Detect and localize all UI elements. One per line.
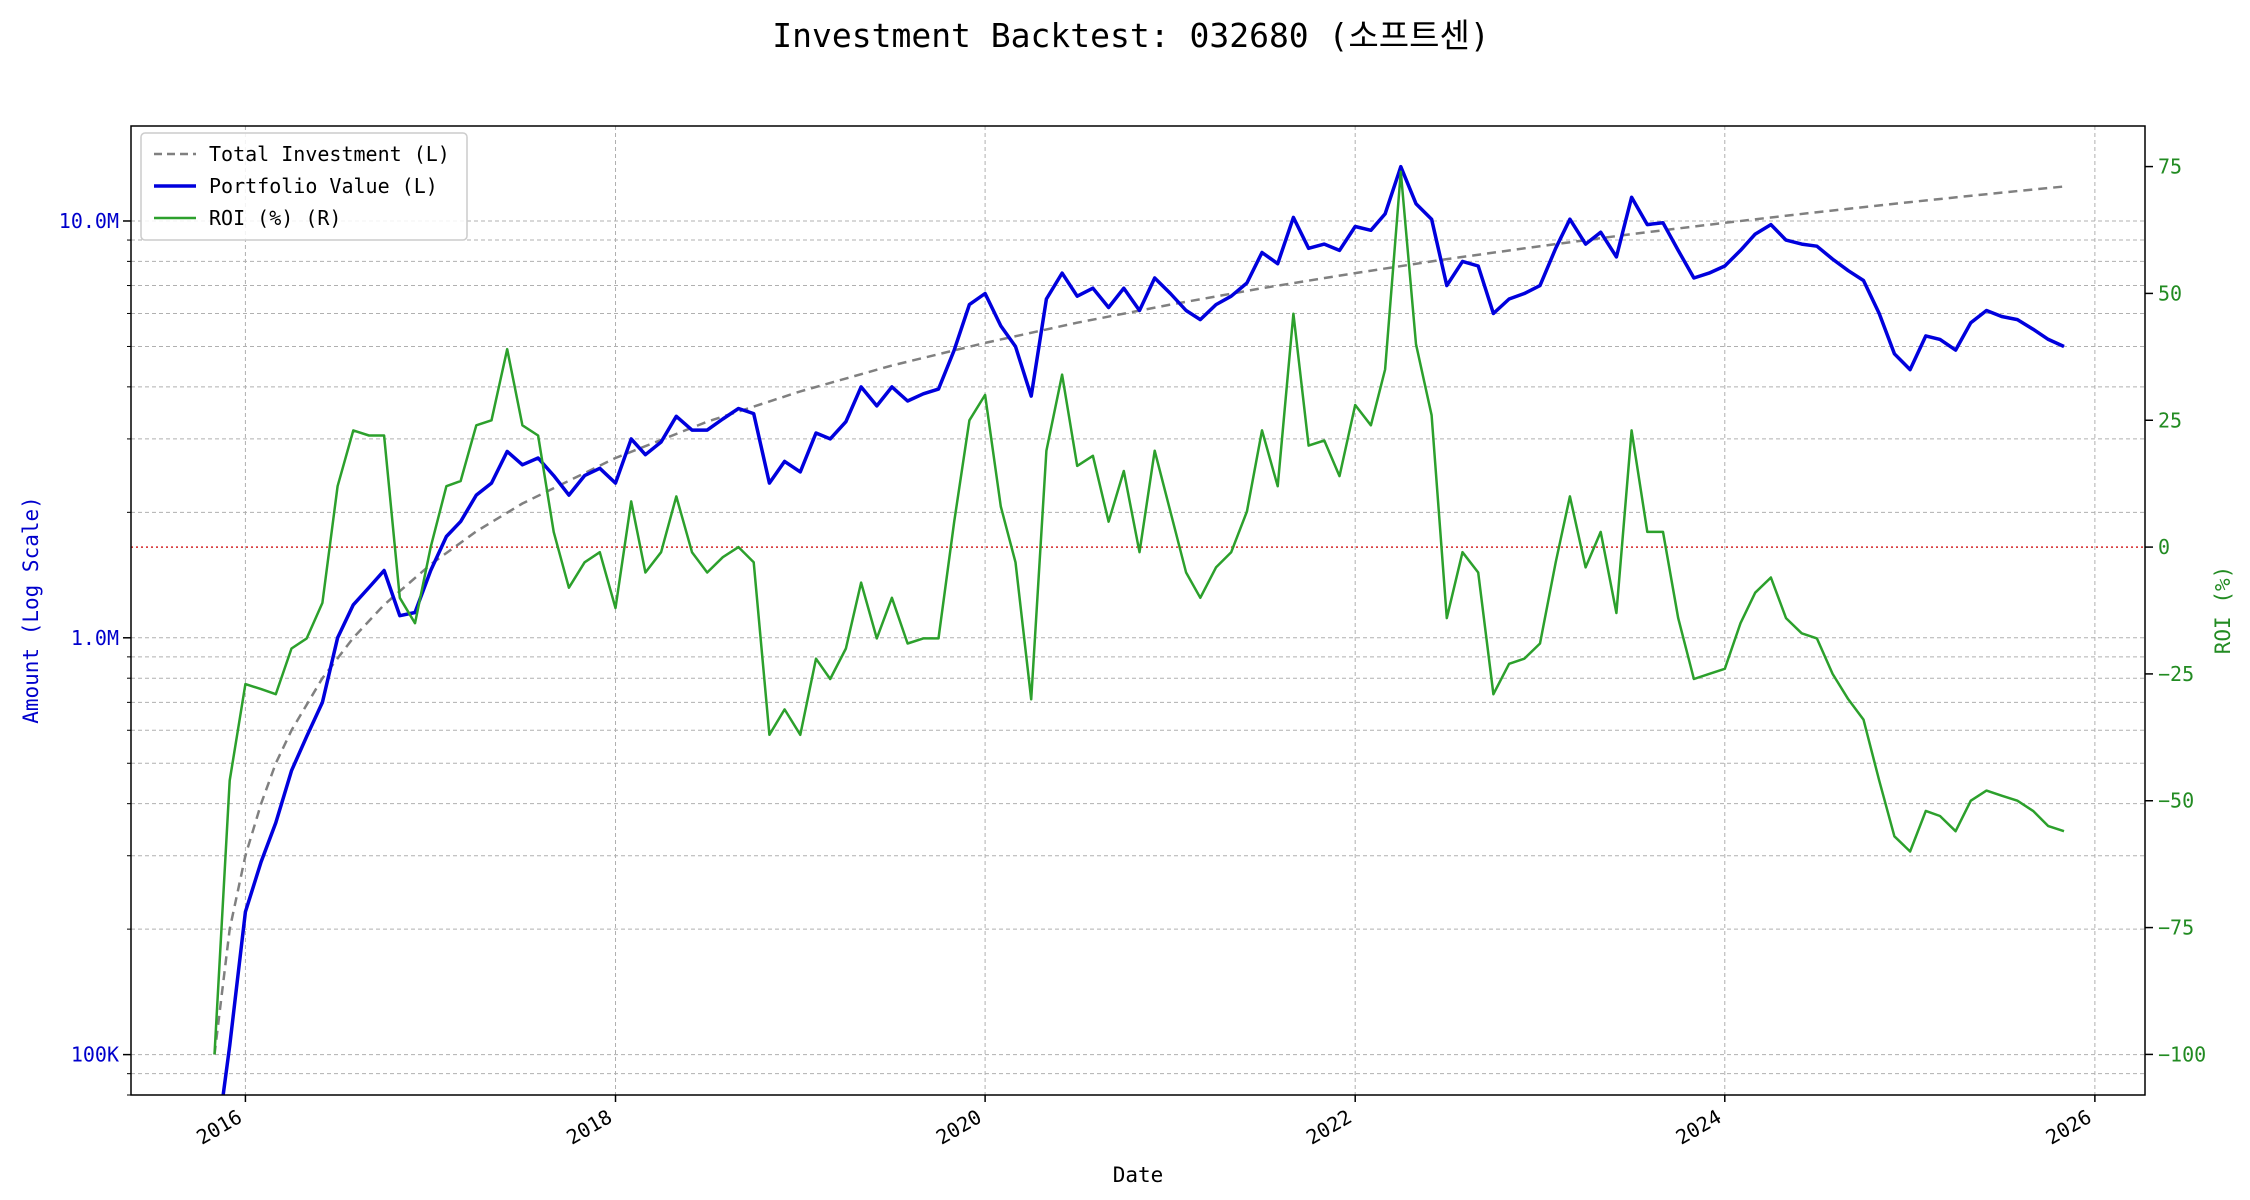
y-right-tick-label: 25 (2158, 408, 2182, 432)
x-tick-label: 2024 (1672, 1105, 1726, 1150)
x-tick-label: 2022 (1302, 1105, 1356, 1150)
y-right-tick-label: −75 (2158, 916, 2194, 940)
y-right-tick-label: 0 (2158, 535, 2170, 559)
series-roi-line (213, 170, 2065, 1055)
x-axis-label: Date (1113, 1163, 1164, 1187)
legend-box (140, 132, 468, 241)
y-right-tick-label: −50 (2158, 789, 2194, 813)
y-right-tick-label: 75 (2158, 155, 2182, 179)
x-tick-label: 2020 (932, 1105, 986, 1150)
legend-label-total-investment: Total Investment (L) (209, 142, 450, 166)
legend-label-roi: ROI (%) (R) (209, 206, 341, 230)
legend-label-portfolio-value: Portfolio Value (L) (209, 174, 438, 198)
x-tick-label: 2016 (192, 1105, 246, 1150)
grid-lines (131, 126, 2145, 1096)
y-left-axis-label: Amount (Log Scale) (19, 496, 43, 724)
series-layer (213, 164, 2065, 1095)
y-right-axis-label: ROI (%) (2211, 566, 2235, 655)
x-tick-label: 2026 (2042, 1105, 2096, 1150)
x-tick-label: 2018 (562, 1105, 616, 1150)
y-right-tick-label: 50 (2158, 281, 2182, 305)
y-right-axis: 75 50 25 0 −25 −50 −75 −100 (2145, 155, 2206, 1066)
chart-title: Investment Backtest: 032680 (소프트센) (772, 16, 1489, 55)
series-portfolio-value-line (221, 164, 2065, 1095)
x-axis: 2016 2018 2020 2022 2024 2026 (192, 1095, 2096, 1150)
y-left-tick-label: 1.0M (71, 626, 119, 650)
y-right-tick-label: −25 (2158, 662, 2194, 686)
y-left-axis: 100K 1.0M 10.0M (59, 209, 131, 1096)
y-right-tick-label: −100 (2158, 1042, 2206, 1066)
legend: Total Investment (L) Portfolio Value (L)… (140, 132, 468, 241)
y-left-tick-label: 100K (71, 1043, 119, 1067)
series-total-investment-line (213, 185, 2065, 1055)
plot-area-frame (130, 125, 2146, 1096)
y-left-tick-label: 10.0M (59, 209, 119, 233)
